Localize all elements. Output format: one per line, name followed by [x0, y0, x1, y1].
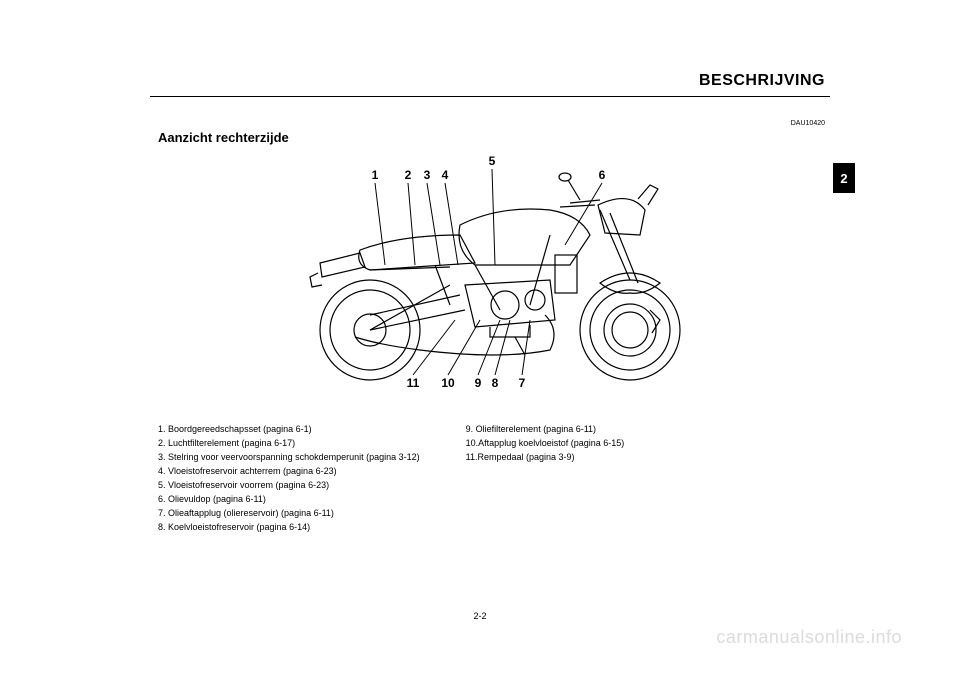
- chapter-tab: 2: [833, 163, 855, 193]
- legend-line: 2. Luchtfilterelement (pagina 6-17): [158, 437, 420, 451]
- legend-line: 4. Vloeistofreservoir achterrem (pagina …: [158, 465, 420, 479]
- callout-11: 11: [407, 376, 420, 390]
- callout-8: 8: [492, 376, 499, 390]
- callout-5: 5: [489, 155, 496, 168]
- callout-9: 9: [475, 376, 482, 390]
- legend: 1. Boordgereedschapsset (pagina 6-1)2. L…: [158, 423, 838, 535]
- legend-line: 10.Aftapplug koelvloeistof (pagina 6-15): [466, 437, 625, 451]
- legend-line: 3. Stelring voor veervoorspanning schokd…: [158, 451, 420, 465]
- section-title: Aanzicht rechterzijde: [158, 130, 289, 145]
- callout-2: 2: [405, 168, 412, 182]
- doc-code: DAU10420: [791, 120, 825, 127]
- callout-3: 3: [424, 168, 431, 182]
- legend-line: 11.Rempedaal (pagina 3-9): [466, 451, 625, 465]
- callout-7: 7: [519, 376, 526, 390]
- legend-line: 1. Boordgereedschapsset (pagina 6-1): [158, 423, 420, 437]
- watermark: carmanualsonline.info: [716, 627, 902, 648]
- chapter-title: BESCHRIJVING: [699, 72, 825, 90]
- legend-line: 9. Oliefilterelement (pagina 6-11): [466, 423, 625, 437]
- callout-4: 4: [442, 168, 449, 182]
- page-number: 2-2: [0, 611, 960, 621]
- callout-1: 1: [372, 168, 379, 182]
- legend-line: 6. Olievuldop (pagina 6-11): [158, 493, 420, 507]
- legend-line: 5. Vloeistofreservoir voorrem (pagina 6-…: [158, 479, 420, 493]
- callout-10: 10: [441, 376, 455, 390]
- motorcycle-figure: 1 234 5 6 11 10 98 7: [300, 155, 730, 405]
- legend-line: 8. Koelvloeistofreservoir (pagina 6-14): [158, 521, 420, 535]
- legend-col-2: 9. Oliefilterelement (pagina 6-11)10.Aft…: [466, 423, 625, 535]
- header-rule: [150, 96, 830, 97]
- callout-6: 6: [599, 168, 606, 182]
- legend-col-1: 1. Boordgereedschapsset (pagina 6-1)2. L…: [158, 423, 420, 535]
- legend-line: 7. Olieaftapplug (oliereservoir) (pagina…: [158, 507, 420, 521]
